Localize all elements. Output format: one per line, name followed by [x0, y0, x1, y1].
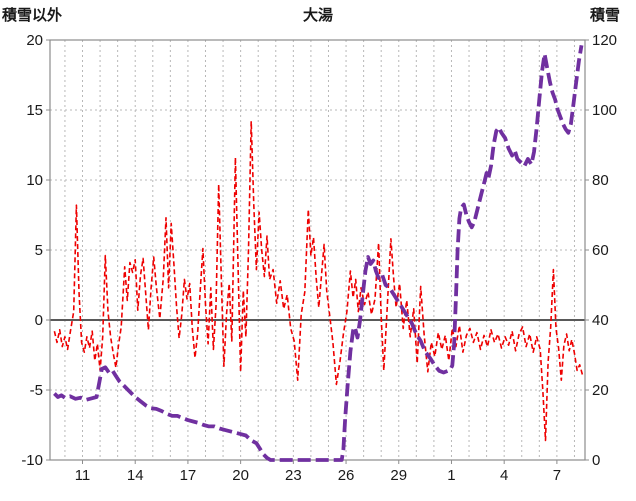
temperature-line	[53, 120, 584, 442]
x-tick-label: 26	[338, 467, 355, 484]
x-tick-label: 11	[75, 467, 91, 484]
right-tick-label: 120	[592, 32, 617, 49]
right-tick-label: 40	[592, 312, 609, 329]
right-tick-label: 100	[592, 102, 617, 119]
chart-title: 大湯	[302, 7, 333, 24]
left-axis-title: 積雪以外	[2, 7, 63, 24]
right-tick-label: 20	[592, 382, 609, 399]
left-tick-label: 10	[26, 172, 43, 189]
right-tick-label: 60	[592, 242, 609, 259]
left-tick-label: -10	[21, 452, 43, 469]
left-tick-label: -5	[30, 382, 43, 399]
left-tick-label: 15	[26, 102, 43, 119]
left-tick-label: 20	[26, 32, 43, 49]
snow-depth-line	[53, 44, 584, 462]
x-tick-label: 14	[127, 467, 144, 484]
right-tick-label: 80	[592, 172, 609, 189]
left-tick-label: 0	[35, 312, 43, 329]
x-tick-label: 4	[500, 467, 508, 484]
x-tick-label: 7	[553, 467, 561, 484]
x-tick-label: 20	[232, 467, 249, 484]
x-tick-label: 17	[180, 467, 197, 484]
x-tick-label: 1	[447, 467, 455, 484]
x-tick-label: 29	[390, 467, 407, 484]
right-axis-title: 積雪	[589, 7, 620, 24]
x-tick-label: 23	[285, 467, 302, 484]
right-tick-label: 0	[592, 452, 600, 469]
left-tick-label: 5	[35, 242, 43, 259]
